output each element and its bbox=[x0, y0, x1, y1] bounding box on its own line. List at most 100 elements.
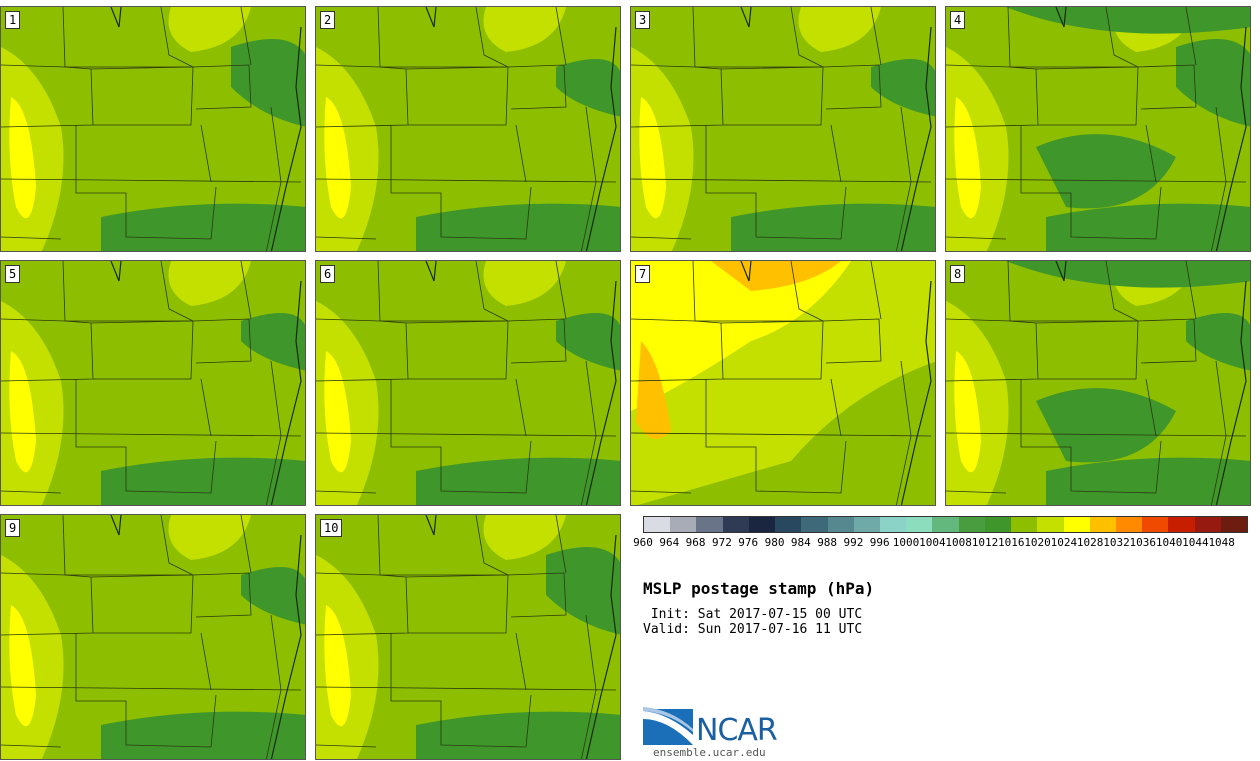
state-boundary bbox=[1211, 106, 1227, 251]
terrain-peak bbox=[639, 97, 666, 219]
state-boundary bbox=[316, 490, 377, 494]
state-boundary bbox=[266, 614, 282, 759]
colorbar-tick: 996 bbox=[869, 536, 890, 549]
southern-low bbox=[731, 203, 935, 251]
low-pressure-area bbox=[231, 39, 305, 127]
state-boundary bbox=[192, 572, 252, 618]
state-boundary bbox=[266, 360, 282, 505]
state-boundary bbox=[1035, 320, 1137, 324]
colorbar-swatch-1012 bbox=[984, 517, 1012, 532]
state-boundary bbox=[555, 515, 567, 574]
southern-low bbox=[101, 711, 305, 759]
state-boundary bbox=[695, 320, 824, 380]
state-boundary bbox=[1211, 360, 1227, 505]
state-boundary bbox=[75, 379, 217, 494]
colorbar-swatch-996 bbox=[879, 517, 907, 532]
southern-low bbox=[416, 457, 620, 505]
state-boundary bbox=[75, 125, 217, 240]
low-pressure-area bbox=[556, 59, 620, 117]
low-pressure-area bbox=[871, 59, 935, 117]
state-boundary bbox=[390, 125, 532, 240]
colorbar-swatch-1004 bbox=[932, 517, 959, 532]
member-label: 8 bbox=[950, 265, 966, 283]
northern-high bbox=[798, 7, 881, 52]
state-boundary bbox=[695, 66, 824, 126]
state-boundary bbox=[631, 178, 932, 183]
member-label: 4 bbox=[950, 11, 966, 29]
member-label: 7 bbox=[635, 265, 651, 283]
state-boundary bbox=[316, 236, 377, 240]
state-boundary bbox=[192, 318, 252, 364]
state-boundary bbox=[475, 7, 509, 68]
state-boundary bbox=[515, 632, 527, 691]
member-panel-6: 6 bbox=[315, 260, 621, 506]
state-boundary bbox=[200, 378, 212, 437]
state-boundary bbox=[390, 633, 532, 748]
colorbar-swatch-980 bbox=[775, 517, 802, 532]
state-boundary bbox=[555, 261, 567, 320]
southern-low bbox=[416, 203, 620, 251]
terrain-peak bbox=[9, 605, 37, 727]
state-boundary bbox=[316, 574, 409, 636]
southern-low bbox=[416, 711, 620, 759]
low-pressure-area bbox=[1176, 39, 1250, 127]
central-low bbox=[1036, 388, 1176, 463]
state-boundary bbox=[896, 360, 912, 505]
member-panel-10: 10 bbox=[315, 514, 621, 760]
state-boundary bbox=[316, 686, 617, 691]
state-boundary bbox=[65, 320, 194, 380]
southern-low bbox=[101, 457, 305, 505]
state-boundary bbox=[896, 106, 912, 251]
state-boundary bbox=[631, 320, 724, 382]
southern-low bbox=[1046, 457, 1250, 505]
colorbar-tick: 1020 bbox=[1024, 536, 1051, 549]
state-boundary bbox=[822, 64, 882, 110]
state-boundary bbox=[1, 432, 302, 437]
state-boundary bbox=[475, 261, 509, 322]
low-pressure-area bbox=[556, 313, 620, 371]
state-boundary bbox=[266, 106, 282, 251]
state-boundary bbox=[316, 432, 617, 437]
state-boundary bbox=[946, 178, 1247, 183]
colorbar-swatch-1044 bbox=[1194, 517, 1221, 532]
member-label: 10 bbox=[320, 519, 343, 537]
colorbar-swatch-960 bbox=[644, 517, 671, 532]
state-boundary bbox=[1020, 125, 1162, 240]
mslp-map bbox=[631, 7, 935, 251]
state-boundary bbox=[631, 490, 692, 494]
colorbar-tick: 1012 bbox=[971, 536, 999, 549]
state-boundary bbox=[830, 124, 842, 183]
low-pressure-area bbox=[241, 313, 305, 371]
terrain-high bbox=[636, 341, 671, 439]
colorbar-tick: 972 bbox=[711, 536, 732, 549]
mslp-map bbox=[1, 7, 305, 251]
member-label: 5 bbox=[5, 265, 21, 283]
logo-wordmark: NCAR bbox=[696, 713, 778, 748]
state-boundary bbox=[946, 490, 1007, 494]
mslp-map bbox=[1, 515, 305, 759]
state-boundary bbox=[1, 686, 302, 691]
state-boundary bbox=[790, 261, 824, 322]
colorbar-swatch-964 bbox=[670, 517, 697, 532]
state-boundary bbox=[870, 261, 882, 320]
colorbar-tick: 992 bbox=[843, 536, 864, 549]
state-boundary bbox=[946, 320, 1039, 382]
state-boundary bbox=[200, 124, 212, 183]
northern-high bbox=[168, 261, 251, 306]
state-boundary bbox=[90, 320, 192, 324]
state-boundary bbox=[581, 106, 597, 251]
terrain-peak bbox=[954, 351, 981, 473]
river bbox=[1055, 7, 1247, 251]
northern-high bbox=[168, 515, 251, 560]
state-boundary bbox=[1, 574, 94, 636]
colorbar-tick: 968 bbox=[685, 536, 706, 549]
state-boundary bbox=[200, 632, 212, 691]
colorbar-swatch-976 bbox=[748, 517, 776, 532]
state-boundary bbox=[870, 7, 882, 66]
state-boundary bbox=[405, 574, 507, 578]
state-boundary bbox=[475, 515, 509, 576]
mslp-map bbox=[316, 261, 620, 505]
river bbox=[110, 7, 302, 251]
member-label: 6 bbox=[320, 265, 336, 283]
state-boundary bbox=[1145, 124, 1157, 183]
